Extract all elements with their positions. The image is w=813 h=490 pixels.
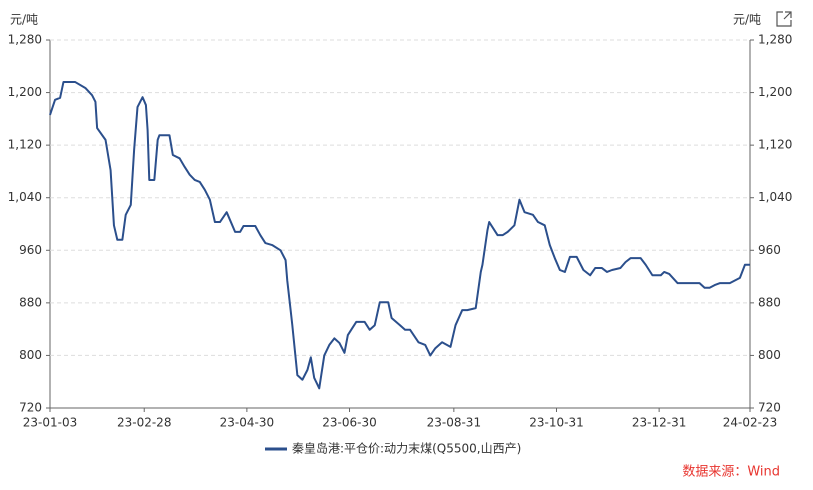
y-tick-label: 720: [19, 401, 42, 415]
x-tick-label: 23-02-28: [117, 416, 171, 430]
x-tick-label: 23-10-31: [529, 416, 583, 430]
source-note: 数据来源：Wind: [682, 465, 780, 480]
y-axis-label: 元/吨: [10, 13, 38, 27]
y2-tick-label: 1,200: [758, 85, 792, 99]
expand-icon-arrow: [783, 11, 792, 20]
y2-axis-label: 元/吨: [733, 13, 761, 27]
x-tick-label: 23-12-31: [632, 416, 686, 430]
y-tick-label: 800: [19, 348, 42, 362]
y2-tick-label: 1,280: [758, 33, 792, 47]
y-tick-label: 1,120: [8, 138, 42, 152]
y2-tick-label: 880: [758, 295, 781, 309]
x-tick-label: 23-06-30: [322, 416, 376, 430]
legend: 秦皇岛港:平仓价:动力末煤(Q5500,山西产): [265, 441, 521, 456]
x-tick-label: 23-04-30: [220, 416, 274, 430]
x-tick-label: 24-02-23: [723, 416, 777, 430]
y2-tick-label: 1,040: [758, 190, 792, 204]
y2-tick-label: 960: [758, 243, 781, 257]
y2-tick-label: 800: [758, 348, 781, 362]
expand-icon-frame: [776, 11, 792, 27]
x-tick-label: 23-08-31: [427, 416, 481, 430]
y-tick-label: 880: [19, 295, 42, 309]
series-line: [49, 81, 750, 390]
y2-tick-label: 720: [758, 401, 781, 415]
y2-tick-label: 1,120: [758, 138, 792, 152]
y-tick-label: 960: [19, 243, 42, 257]
y-tick-label: 1,200: [8, 85, 42, 99]
x-tick-label: 23-01-03: [23, 416, 77, 430]
legend-label: 秦皇岛港:平仓价:动力末煤(Q5500,山西产): [292, 441, 521, 456]
y-tick-label: 1,040: [8, 190, 42, 204]
expand-icon[interactable]: [776, 11, 792, 27]
y-tick-label: 1,280: [8, 33, 42, 47]
